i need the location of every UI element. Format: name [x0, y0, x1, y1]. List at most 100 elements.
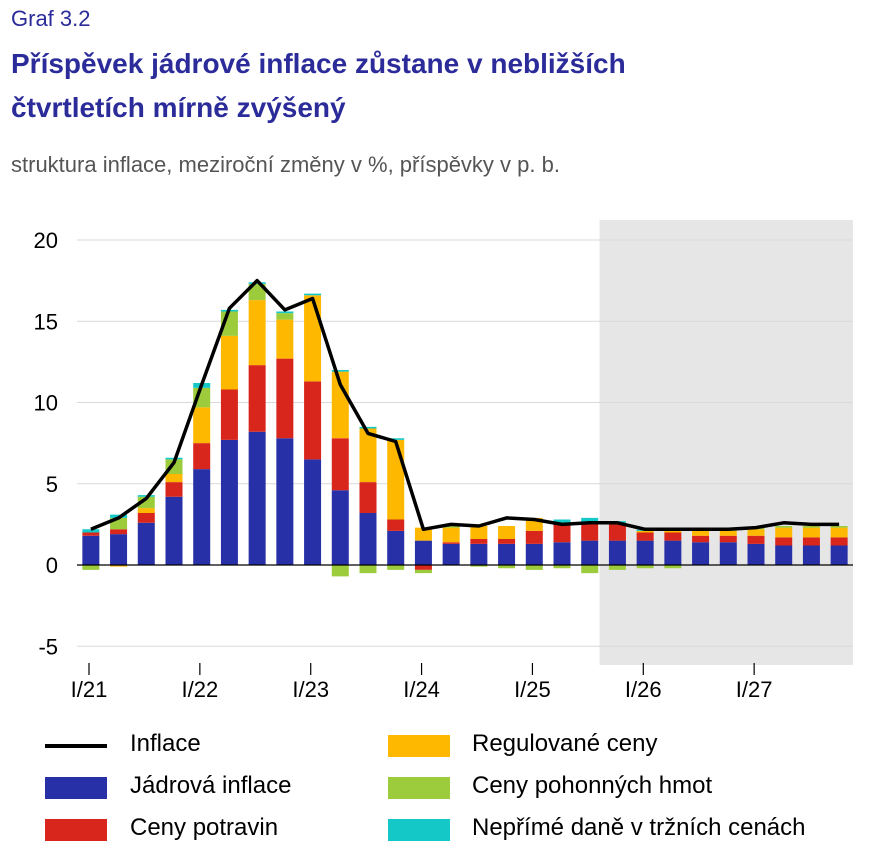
bar-segment	[248, 300, 266, 366]
bar-segment	[581, 540, 599, 565]
bar-segment	[608, 524, 626, 541]
bar-segment	[359, 482, 377, 513]
bar-segment	[304, 295, 322, 382]
bar-segment	[830, 526, 848, 528]
bar-segment	[137, 496, 155, 509]
bar-segment	[553, 519, 571, 523]
bar-segment	[525, 530, 543, 544]
bar-segment	[331, 490, 349, 565]
bar-segment	[248, 365, 266, 432]
bar-segment	[830, 545, 848, 565]
bar-segment	[498, 565, 516, 569]
x-axis-ticks: I/21 I/22 I/23 I/24 I/25 I/26 I/27	[71, 663, 773, 702]
bar-segment	[830, 537, 848, 546]
bar-segment	[775, 537, 793, 546]
y-tick-label: 5	[46, 472, 58, 497]
bar-segment	[470, 539, 488, 544]
bar-segment	[193, 469, 211, 565]
bar-segment	[82, 535, 100, 565]
bar-segment	[220, 389, 238, 440]
y-tick-label: -5	[38, 634, 58, 659]
bar-segment	[775, 545, 793, 565]
bar-segment	[719, 535, 737, 543]
bar-segment	[304, 293, 322, 296]
bar-segment	[636, 540, 654, 565]
bar-segment	[442, 526, 460, 528]
chart-title: Příspěvek jádrové inflace zůstane v nebl…	[11, 42, 871, 130]
bar-segment	[414, 527, 432, 541]
bar-segment	[498, 539, 516, 544]
bar-segment	[414, 540, 432, 565]
bar-segment	[802, 545, 820, 565]
y-tick-label: 20	[34, 228, 58, 253]
bar-segment	[331, 370, 349, 372]
bar-segment	[359, 428, 377, 483]
bar-segment	[137, 513, 155, 523]
x-tick-label: I/27	[736, 677, 773, 702]
bar-segment	[414, 569, 432, 574]
bar-segment	[387, 530, 405, 565]
bar-segment	[802, 537, 820, 546]
bar-segment	[802, 526, 820, 528]
bar-segment	[581, 524, 599, 541]
bar-segment	[636, 565, 654, 569]
bar-segment	[442, 527, 460, 543]
bar-segment	[110, 529, 128, 535]
inflation-line-layer	[90, 278, 840, 532]
bar-segment	[193, 443, 211, 470]
y-tick-label: 10	[34, 391, 58, 416]
bar-segment	[359, 513, 377, 565]
bar-segment	[387, 439, 405, 520]
bar-segment	[581, 565, 599, 574]
chart-title-line-2: čtvrtletích mírně zvýšený	[11, 92, 346, 123]
bar-segment	[525, 543, 543, 565]
bar-segment	[331, 371, 349, 439]
bar-segment	[747, 529, 765, 536]
bar-segment	[802, 527, 820, 538]
bar-segment	[276, 313, 294, 320]
bar-segment	[664, 530, 682, 533]
bar-segment	[442, 543, 460, 565]
bar-segment	[110, 565, 128, 567]
bar-segment	[498, 526, 516, 539]
x-tick-label: I/25	[514, 677, 551, 702]
bar-segment	[747, 535, 765, 544]
bar-segment	[581, 517, 599, 523]
bar-segment	[692, 535, 710, 543]
bar-segment	[387, 565, 405, 570]
bar-segment	[220, 335, 238, 390]
bar-segment	[525, 565, 543, 570]
bar-segment	[442, 542, 460, 544]
bar-segment	[248, 283, 266, 301]
y-axis-ticks: -5 0 5 10 15 20	[34, 228, 58, 659]
y-tick-label: 15	[34, 309, 58, 334]
bar-segment	[276, 319, 294, 359]
bar-segment	[553, 524, 571, 543]
bar-segment	[304, 459, 322, 565]
bar-segment	[331, 438, 349, 491]
bar-segment	[165, 482, 183, 497]
bar-segment	[304, 381, 322, 460]
bar-segment	[498, 543, 516, 565]
bar-segment	[137, 522, 155, 565]
bar-segment	[137, 508, 155, 513]
bar-segment	[82, 529, 100, 533]
bar-segment	[165, 496, 183, 565]
y-tick-label: 0	[46, 553, 58, 578]
bar-segment	[387, 519, 405, 531]
bar-segment	[276, 358, 294, 439]
bar-segment	[470, 565, 488, 567]
inflation-line	[90, 278, 840, 532]
bar-segment	[692, 542, 710, 565]
bar-segment	[747, 543, 765, 565]
x-tick-label: I/26	[625, 677, 662, 702]
bar-segment	[331, 565, 349, 577]
bar-segment	[470, 526, 488, 539]
bar-segment	[664, 532, 682, 541]
bar-segment	[608, 540, 626, 565]
bar-segment	[775, 527, 793, 538]
bar-segment	[414, 565, 432, 570]
bar-segment	[664, 565, 682, 569]
bar-segment	[359, 565, 377, 574]
